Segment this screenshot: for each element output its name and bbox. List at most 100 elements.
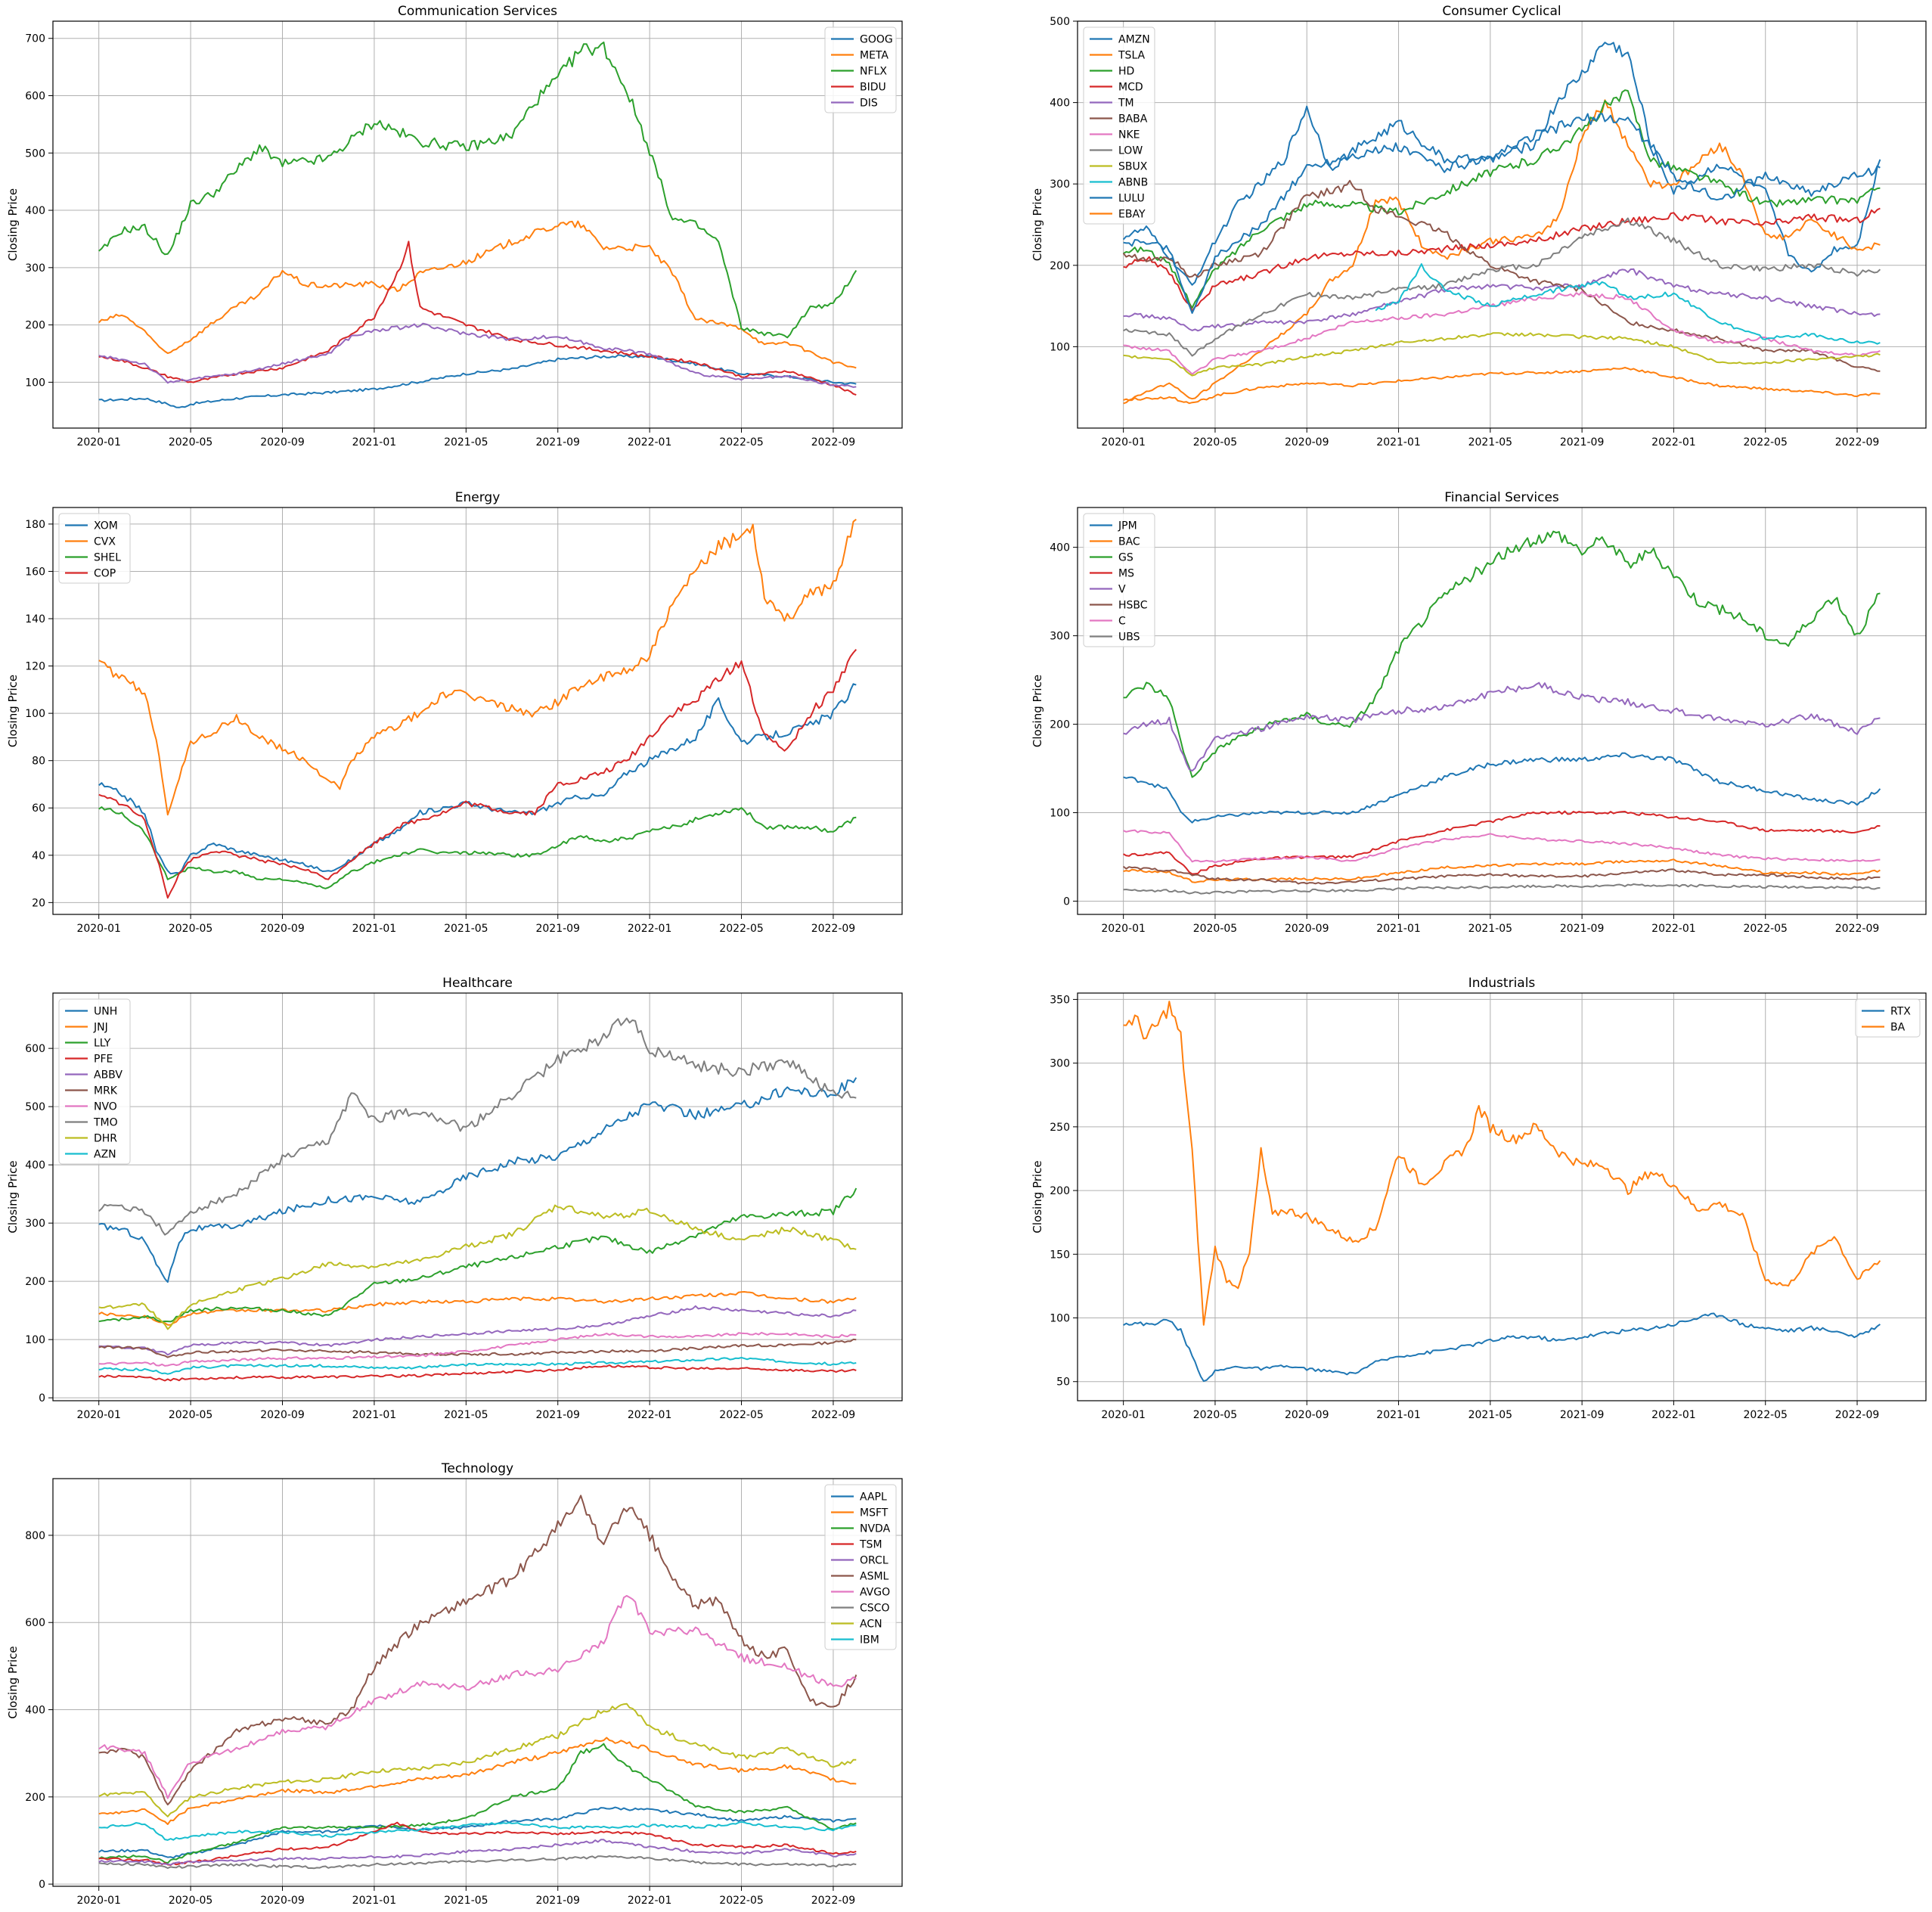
series-line-bidu (98, 241, 857, 396)
x-tick-label: 2022-09 (811, 1895, 856, 1907)
y-tick-label: 400 (1050, 542, 1070, 554)
y-tick-label: 100 (1050, 341, 1070, 353)
series-line-acn (98, 1702, 857, 1817)
legend-box (1083, 513, 1155, 647)
legend: AAPL MSFT NVDA TSM ORCL ASML AVGO CSCO ACN IBM (824, 1484, 897, 1650)
series-line-dhr (98, 1204, 857, 1330)
y-tick-label: 600 (25, 91, 45, 103)
y-axis-label: Closing Price (6, 675, 20, 747)
y-tick-label: 800 (25, 1530, 45, 1542)
series-line-tsla (1123, 99, 1881, 405)
y-tick-label: 300 (1050, 1058, 1070, 1070)
x-tick-label: 2022-05 (719, 923, 764, 935)
series-line-v (1123, 681, 1881, 772)
y-axis-label: Closing Price (1031, 188, 1044, 261)
legend-label: IBM (860, 1634, 879, 1647)
legend-label: ORCL (860, 1555, 888, 1567)
series-line-aapl (98, 1806, 857, 1859)
x-tick-label: 2020-09 (260, 1895, 305, 1907)
series-line-avgo (98, 1594, 857, 1799)
series-line-nflx (98, 41, 857, 339)
x-tick-label: 2022-05 (719, 436, 764, 449)
series-line-hd (1123, 89, 1881, 309)
legend-label: TSLA (1118, 50, 1146, 62)
x-tick-label: 2022-05 (1743, 1409, 1788, 1421)
x-tick-label: 2021-01 (1376, 1409, 1421, 1421)
y-tick-label: 500 (25, 1101, 45, 1113)
series-group (98, 1017, 857, 1382)
x-tick-label: 2020-05 (169, 923, 213, 935)
y-tick-label: 100 (1050, 1313, 1070, 1325)
series-group (1122, 42, 1881, 405)
y-tick-label: 200 (1050, 260, 1070, 272)
legend-label: AAPL (860, 1491, 887, 1504)
y-tick-label: 200 (1050, 1185, 1070, 1197)
x-tick-label: 2020-05 (1193, 923, 1238, 935)
x-tick-label: 2020-05 (1193, 436, 1238, 449)
x-tick-label: 2020-01 (1101, 1409, 1146, 1421)
x-tick-label: 2021-05 (1468, 1409, 1513, 1421)
subplot-3: 2020-01 2020-05 2020-09 2021-01 2021-05 2021-… (1031, 490, 1927, 935)
legend-box (1083, 26, 1155, 225)
series-line-tsm (98, 1821, 857, 1866)
legend-label: NVDA (860, 1523, 891, 1535)
y-tick-label: 0 (39, 1392, 45, 1405)
x-tick-label: 2021-09 (535, 1409, 580, 1421)
legend-label: CSCO (860, 1603, 889, 1615)
legend-label: V (1118, 584, 1126, 596)
x-tick-label: 2020-09 (1285, 1409, 1329, 1421)
series-line-cvx (98, 518, 857, 816)
legend-label: EBAY (1118, 209, 1146, 221)
series-group (98, 41, 857, 408)
subplot-title: Energy (455, 490, 501, 505)
legend-label: MS (1118, 568, 1134, 580)
legend-label: BA (1890, 1022, 1906, 1034)
series-line-dis (98, 322, 857, 388)
series-line-jnj (98, 1291, 857, 1326)
series-line-csco (98, 1855, 857, 1870)
series-line-asml (98, 1495, 857, 1806)
legend-label: PFE (94, 1054, 113, 1066)
y-tick-label: 200 (25, 1792, 45, 1804)
series-line-meta (98, 220, 857, 369)
series-line-nvda (98, 1743, 857, 1864)
legend-label: SHEL (94, 552, 121, 564)
series-line-unh (98, 1077, 857, 1283)
y-tick-label: 300 (1050, 178, 1070, 191)
series-line-bac (1123, 858, 1881, 883)
y-tick-label: 300 (25, 1218, 45, 1230)
y-tick-label: 250 (1050, 1122, 1070, 1134)
subplot-2: 2020-01 2020-05 2020-09 2021-01 2021-05 2021-… (6, 490, 903, 935)
x-tick-label: 2020-01 (1101, 436, 1146, 449)
axes-frame (52, 507, 903, 915)
y-tick-label: 50 (1056, 1377, 1070, 1389)
x-tick-label: 2022-01 (628, 923, 672, 935)
x-tick-label: 2022-01 (1651, 923, 1696, 935)
legend-box (1855, 998, 1921, 1038)
x-tick-label: 2022-05 (1743, 923, 1788, 935)
legend-label: BABA (1118, 113, 1148, 126)
legend-label: DIS (860, 98, 878, 110)
legend-label: DHR (94, 1133, 117, 1145)
legend-label: SBUX (1118, 161, 1148, 173)
x-tick-label: 2020-05 (1193, 1409, 1238, 1421)
series-line-ibm (98, 1820, 857, 1841)
x-tick-label: 2020-01 (1101, 923, 1146, 935)
legend-label: AMZN (1118, 34, 1150, 46)
x-tick-label: 2022-01 (628, 1409, 672, 1421)
x-tick-label: 2020-01 (76, 923, 121, 935)
subplot-4: 2020-01 2020-05 2020-09 2021-01 2021-05 2021-… (6, 976, 903, 1421)
legend-label: ACN (860, 1619, 882, 1631)
subplot-title: Consumer Cyclical (1442, 4, 1561, 19)
series-line-low (1123, 217, 1881, 357)
x-tick-label: 2022-09 (811, 923, 856, 935)
legend-label: MRK (94, 1085, 118, 1097)
subplot-title: Communication Services (398, 4, 557, 19)
x-tick-label: 2020-01 (76, 1409, 121, 1421)
subplot-6: 2020-01 2020-05 2020-09 2021-01 2021-05 2021-… (6, 1461, 903, 1907)
series-group (98, 1495, 857, 1870)
y-axis-label: Closing Price (6, 188, 20, 261)
series-line-ebay (1123, 367, 1881, 405)
series-line-goog (98, 354, 857, 408)
series-line-jpm (1123, 752, 1881, 824)
